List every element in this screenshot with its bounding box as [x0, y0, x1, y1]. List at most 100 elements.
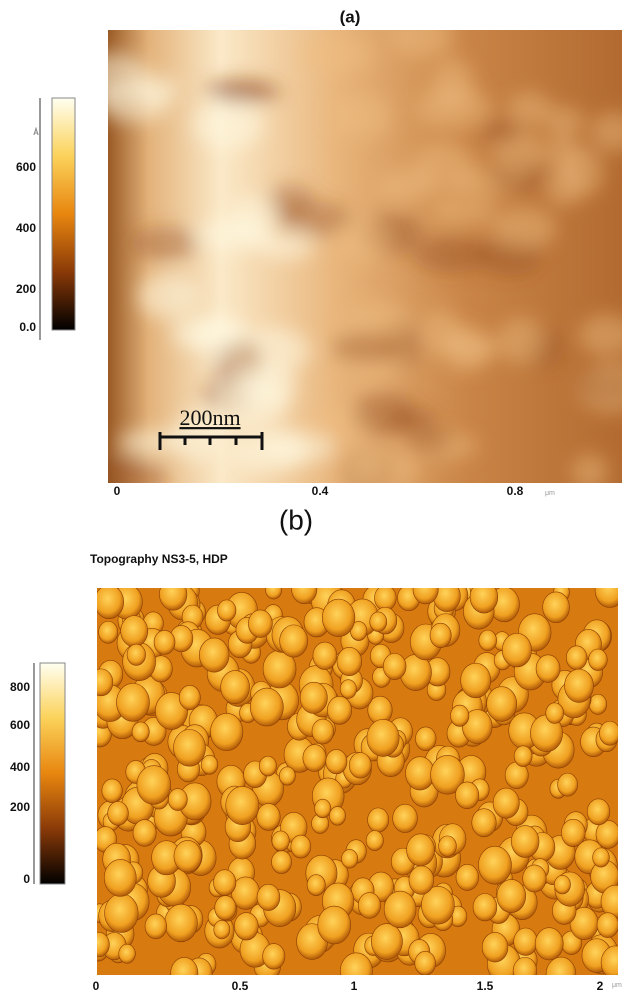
grain: [366, 831, 383, 851]
grain: [95, 585, 124, 618]
blob: [544, 135, 582, 170]
grain: [367, 719, 399, 756]
colorbar-tick-label: 0: [23, 872, 30, 886]
grain: [322, 599, 355, 637]
colorbar: [52, 98, 75, 330]
colorbar-tick-label: 200: [16, 282, 36, 296]
grain: [88, 932, 110, 957]
grain: [248, 610, 272, 638]
x-unit: μm: [545, 490, 555, 497]
grain: [407, 834, 435, 866]
x-unit: μm: [612, 982, 622, 989]
grain: [257, 803, 280, 830]
colorbar-tick-label: 400: [16, 221, 36, 235]
grain: [371, 924, 402, 960]
x-tick-label: 1.5: [477, 979, 494, 993]
grain: [280, 625, 308, 657]
grain: [393, 804, 418, 832]
grain: [587, 799, 610, 825]
x-tick-label: 0.5: [232, 979, 249, 993]
grain: [300, 682, 327, 713]
grain: [199, 638, 229, 672]
blob: [407, 428, 451, 453]
blob: [267, 184, 314, 217]
grain: [470, 581, 498, 613]
grain: [303, 745, 326, 772]
x-tick-label: 0.8: [507, 484, 524, 498]
grain: [171, 957, 198, 988]
grain: [415, 951, 436, 975]
grain: [383, 653, 406, 679]
grain: [315, 799, 331, 818]
grain: [482, 932, 508, 962]
blob: [256, 234, 314, 260]
blob: [543, 106, 584, 136]
grain: [179, 685, 200, 709]
colorbar-tick-label: 0.0: [19, 320, 36, 334]
grain: [104, 859, 136, 896]
grain: [250, 688, 283, 726]
grain: [99, 621, 118, 643]
blob: [354, 450, 421, 489]
grain: [536, 655, 560, 683]
blob: [131, 226, 199, 260]
grain: [102, 779, 123, 803]
blob: [138, 273, 198, 319]
grain: [329, 807, 345, 826]
grain: [589, 694, 607, 714]
blob: [213, 79, 283, 104]
grain: [415, 727, 436, 751]
colorbar-tick-label: 200: [10, 800, 30, 814]
grain: [279, 767, 295, 785]
grain: [546, 957, 576, 991]
grain: [213, 870, 235, 896]
grain: [554, 875, 570, 894]
x-tick-label: 0: [114, 484, 121, 498]
grain: [259, 756, 276, 776]
grain: [502, 633, 531, 667]
grain: [409, 866, 434, 895]
grain: [217, 600, 235, 621]
grain: [593, 848, 610, 867]
grain: [450, 705, 468, 726]
grain: [370, 612, 387, 632]
grain: [433, 581, 460, 612]
panel-title: Topography NS3-5, HDP: [90, 552, 228, 566]
blob: [571, 454, 608, 490]
grain: [201, 755, 218, 774]
grain: [159, 579, 187, 611]
grain: [589, 649, 608, 671]
blob: [430, 195, 497, 226]
scale-bar-label: 200nm: [179, 405, 240, 430]
grain: [487, 687, 517, 722]
grain: [263, 944, 285, 970]
grain: [564, 669, 593, 702]
grain: [384, 891, 416, 928]
grain: [595, 573, 623, 607]
grain: [341, 849, 357, 868]
grain: [337, 647, 362, 675]
grain: [214, 920, 230, 939]
grain: [318, 906, 351, 944]
grain: [105, 894, 139, 933]
grain: [439, 836, 457, 857]
x-tick-label: 1: [351, 979, 358, 993]
blob: [420, 310, 462, 356]
colorbar-tick-label: 800: [10, 680, 30, 694]
grain: [174, 840, 202, 872]
grain: [291, 575, 316, 604]
blob: [377, 169, 432, 205]
grain: [374, 586, 396, 611]
grain: [326, 749, 347, 773]
x-tick-label: 0: [93, 979, 100, 993]
grain: [271, 851, 291, 874]
grain: [291, 835, 311, 858]
grain: [514, 928, 538, 955]
panel-label: (a): [340, 7, 361, 26]
panel-label: (b): [279, 504, 313, 535]
grain: [234, 913, 258, 941]
blob: [413, 236, 489, 273]
grain: [413, 575, 438, 604]
grain: [133, 820, 156, 847]
grain: [215, 896, 236, 921]
